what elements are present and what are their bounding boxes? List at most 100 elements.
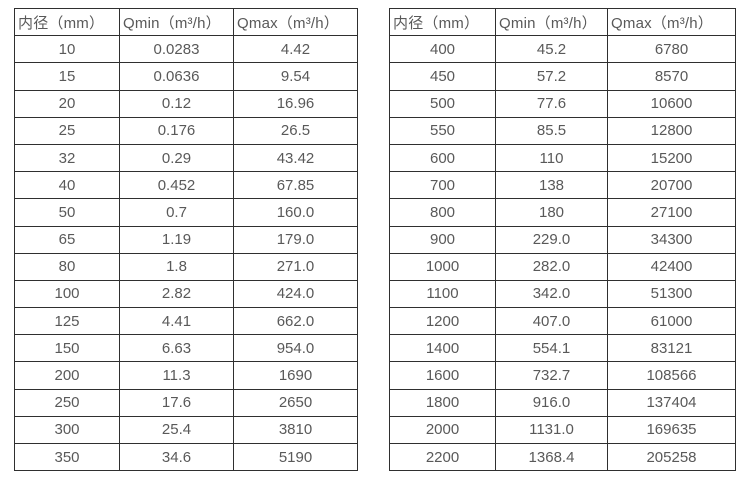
- table-row: 1800 916.0 137404: [389, 388, 736, 417]
- cell: 916.0: [495, 388, 608, 417]
- cell: 77.6: [495, 89, 608, 118]
- cell: 43.42: [233, 143, 358, 173]
- cell: 67.85: [233, 171, 358, 200]
- flow-rate-table-small-diameters: 内径（mm） Qmin（m³/h） Qmax（m³/h） 10 0.0283 4.4…: [14, 7, 358, 472]
- table-row: 800 180 27100: [389, 198, 736, 227]
- table-row: 50 0.7 160.0: [14, 198, 358, 227]
- cell: 61000: [607, 307, 736, 336]
- cell: 10600: [607, 89, 736, 118]
- cell: 180: [495, 198, 608, 227]
- cell: 229.0: [495, 225, 608, 254]
- cell: 662.0: [233, 307, 358, 336]
- table-body: 400 45.2 6780 450 57.2 8570 500 77.6 10600 550 85.…: [389, 35, 736, 472]
- header-qmax: Qmax（m³/h）: [607, 7, 736, 37]
- table-row: 80 1.8 271.0: [14, 252, 358, 281]
- cell: 4.41: [119, 307, 234, 336]
- cell: 3810: [233, 415, 358, 445]
- table-row: 550 85.5 12800: [389, 116, 736, 145]
- cell: 407.0: [495, 307, 608, 336]
- cell: 450: [389, 62, 496, 91]
- cell: 600: [389, 143, 496, 173]
- cell: 1600: [389, 361, 496, 390]
- cell: 1100: [389, 279, 496, 309]
- table-row: 900 229.0 34300: [389, 225, 736, 254]
- cell: 2650: [233, 388, 358, 417]
- cell: 5190: [233, 442, 358, 472]
- cell: 17.6: [119, 388, 234, 417]
- cell: 65: [14, 225, 120, 254]
- cell: 8570: [607, 62, 736, 91]
- cell: 800: [389, 198, 496, 227]
- table-row: 15 0.0636 9.54: [14, 62, 358, 91]
- table-row: 2200 1368.4 205258: [389, 442, 736, 472]
- header-qmin: Qmin（m³/h）: [119, 7, 234, 37]
- cell: 350: [14, 442, 120, 472]
- cell: 150: [14, 334, 120, 363]
- cell: 1368.4: [495, 442, 608, 472]
- cell: 20700: [607, 171, 736, 200]
- cell: 25.4: [119, 415, 234, 445]
- table-row: 20 0.12 16.96: [14, 89, 358, 118]
- cell: 110: [495, 143, 608, 173]
- table-row: 100 2.82 424.0: [14, 279, 358, 309]
- table-row: 65 1.19 179.0: [14, 225, 358, 254]
- cell: 6780: [607, 35, 736, 64]
- cell: 900: [389, 225, 496, 254]
- cell: 0.7: [119, 198, 234, 227]
- cell: 4.42: [233, 35, 358, 64]
- cell: 0.176: [119, 116, 234, 145]
- flow-rate-table-large-diameters: 内径（mm） Qmin（m³/h） Qmax（m³/h） 400 45.2 6780…: [389, 7, 736, 472]
- cell: 205258: [607, 442, 736, 472]
- table-row: 25 0.176 26.5: [14, 116, 358, 145]
- cell: 0.0283: [119, 35, 234, 64]
- cell: 1131.0: [495, 415, 608, 445]
- cell: 342.0: [495, 279, 608, 309]
- header-row: 内径（mm） Qmin（m³/h） Qmax（m³/h）: [389, 7, 736, 37]
- table-body: 10 0.0283 4.42 15 0.0636 9.54 20 0.12 16.96 25 0.1…: [14, 35, 358, 472]
- header-inner-diameter: 内径（mm）: [14, 7, 120, 37]
- cell: 1.19: [119, 225, 234, 254]
- cell: 1800: [389, 388, 496, 417]
- cell: 250: [14, 388, 120, 417]
- header-qmin: Qmin（m³/h）: [495, 7, 608, 37]
- cell: 9.54: [233, 62, 358, 91]
- table-row: 1400 554.1 83121: [389, 334, 736, 363]
- table-row: 32 0.29 43.42: [14, 143, 358, 173]
- table-row: 350 34.6 5190: [14, 442, 358, 472]
- cell: 424.0: [233, 279, 358, 309]
- cell: 26.5: [233, 116, 358, 145]
- cell: 160.0: [233, 198, 358, 227]
- cell: 6.63: [119, 334, 234, 363]
- cell: 1200: [389, 307, 496, 336]
- cell: 45.2: [495, 35, 608, 64]
- cell: 50: [14, 198, 120, 227]
- cell: 2000: [389, 415, 496, 445]
- cell: 1.8: [119, 252, 234, 281]
- table-row: 1600 732.7 108566: [389, 361, 736, 390]
- cell: 85.5: [495, 116, 608, 145]
- cell: 1400: [389, 334, 496, 363]
- table-row: 300 25.4 3810: [14, 415, 358, 445]
- table-row: 40 0.452 67.85: [14, 171, 358, 200]
- cell: 732.7: [495, 361, 608, 390]
- cell: 138: [495, 171, 608, 200]
- cell: 51300: [607, 279, 736, 309]
- cell: 12800: [607, 116, 736, 145]
- cell: 179.0: [233, 225, 358, 254]
- table-row: 150 6.63 954.0: [14, 334, 358, 363]
- cell: 0.0636: [119, 62, 234, 91]
- cell: 400: [389, 35, 496, 64]
- cell: 1690: [233, 361, 358, 390]
- table-row: 600 110 15200: [389, 143, 736, 173]
- cell: 27100: [607, 198, 736, 227]
- table-row: 125 4.41 662.0: [14, 307, 358, 336]
- cell: 16.96: [233, 89, 358, 118]
- cell: 40: [14, 171, 120, 200]
- cell: 2200: [389, 442, 496, 472]
- table-row: 200 11.3 1690: [14, 361, 358, 390]
- header-inner-diameter: 内径（mm）: [389, 7, 496, 37]
- cell: 80: [14, 252, 120, 281]
- cell: 282.0: [495, 252, 608, 281]
- table-row: 500 77.6 10600: [389, 89, 736, 118]
